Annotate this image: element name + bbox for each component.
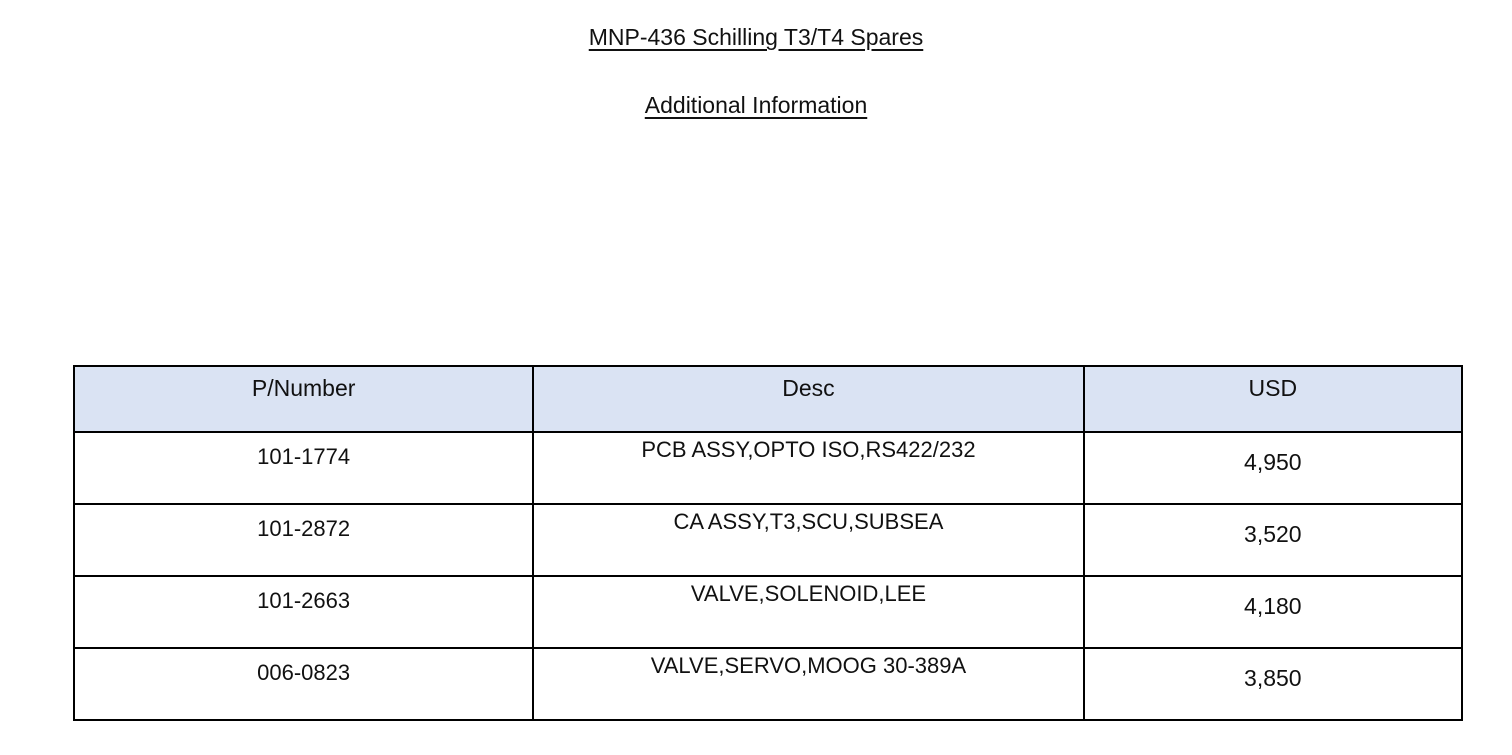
desc-cell: CA ASSY,T3,SCU,SUBSEA [532, 503, 1085, 577]
document-subtitle-text: Additional Information [644, 92, 868, 118]
desc-cell: VALVE,SOLENOID,LEE [532, 575, 1085, 649]
header-part-number: P/Number [72, 365, 535, 433]
part-number-cell: 101-2872 [72, 503, 535, 577]
header-usd: USD [1082, 365, 1464, 433]
header-desc: Desc [532, 365, 1085, 433]
document-subtitle: Additional Information [0, 92, 1512, 119]
table-row: 101-2663 VALVE,SOLENOID,LEE 4,180 [72, 575, 1464, 649]
table-row: 101-1774 PCB ASSY,OPTO ISO,RS422/232 4,9… [72, 431, 1464, 505]
document-title-text: MNP-436 Schilling T3/T4 Spares [588, 24, 924, 50]
document-title: MNP-436 Schilling T3/T4 Spares [0, 24, 1512, 51]
part-number-cell: 101-1774 [72, 431, 535, 505]
spares-table: P/Number Desc USD 101-1774 PCB ASSY,OPTO… [72, 365, 1464, 721]
desc-cell: VALVE,SERVO,MOOG 30-389A [532, 647, 1085, 721]
part-number-cell: 101-2663 [72, 575, 535, 649]
usd-cell: 4,180 [1082, 575, 1464, 649]
usd-cell: 3,850 [1082, 647, 1464, 721]
table-row: 006-0823 VALVE,SERVO,MOOG 30-389A 3,850 [72, 647, 1464, 721]
table-row: 101-2872 CA ASSY,T3,SCU,SUBSEA 3,520 [72, 503, 1464, 577]
desc-cell: PCB ASSY,OPTO ISO,RS422/232 [532, 431, 1085, 505]
usd-cell: 4,950 [1082, 431, 1464, 505]
table-header-row: P/Number Desc USD [72, 365, 1464, 433]
part-number-cell: 006-0823 [72, 647, 535, 721]
usd-cell: 3,520 [1082, 503, 1464, 577]
